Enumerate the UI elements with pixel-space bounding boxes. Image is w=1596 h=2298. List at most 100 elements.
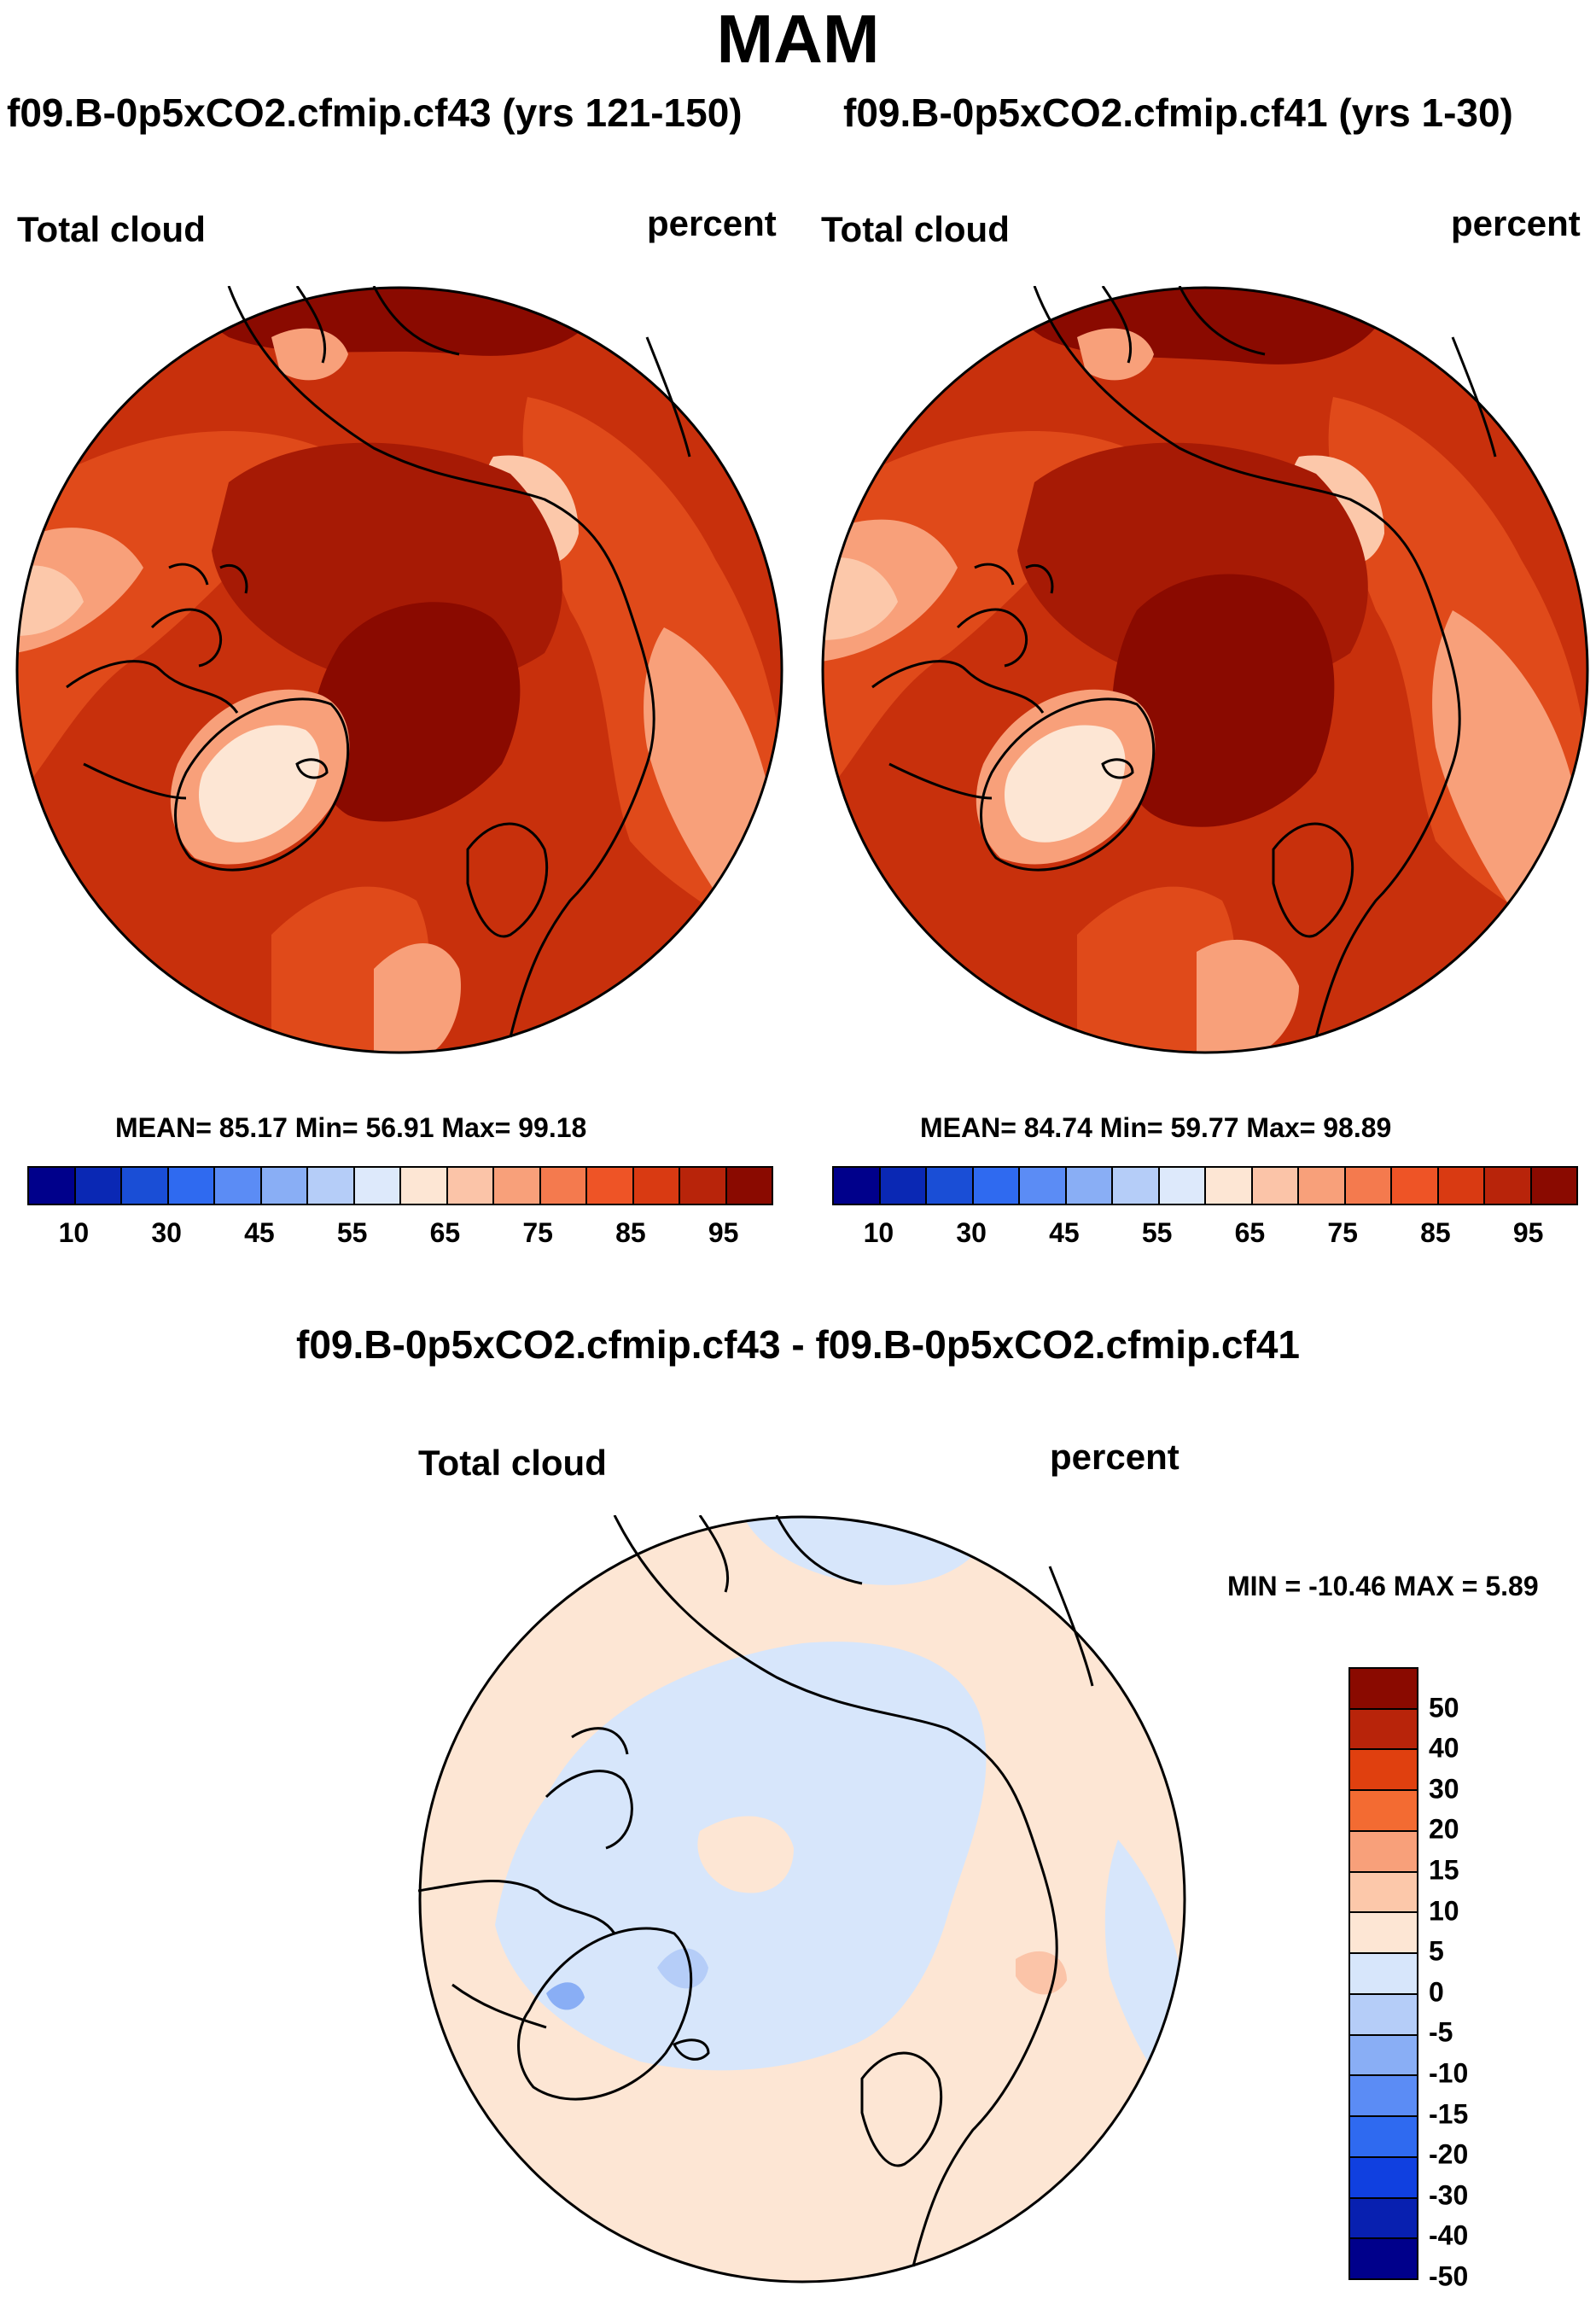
colorbar-tick-label: 10 [1429, 1895, 1459, 1927]
coastline-eurasia [1033, 286, 1461, 1038]
colorbar-box [1350, 1750, 1417, 1792]
colorbar-box [447, 1168, 494, 1204]
right-case-title: f09.B-0p5xCO2.cfmip.cf41 (yrs 1-30) [843, 90, 1513, 135]
colorbar-box [1392, 1168, 1439, 1204]
coastline-greenland [174, 697, 350, 872]
colorbar-tick-label: -40 [1429, 2219, 1469, 2251]
colorbar-box [1350, 2239, 1417, 2279]
colorbar-tick-label: -20 [1429, 2138, 1469, 2170]
colorbar-box [1350, 1954, 1417, 1995]
map-field-arctic-dark [312, 602, 521, 822]
colorbar-box [1113, 1168, 1160, 1204]
colorbar-tick-label: 0 [1429, 1976, 1444, 2008]
colorbar-box [1350, 2035, 1417, 2077]
season-title: MAM [716, 1, 880, 77]
coastline-iceland [1101, 758, 1134, 779]
colorbar-box [1531, 1168, 1576, 1204]
coastline-canada [66, 660, 239, 800]
colorbar-box [168, 1168, 215, 1204]
map-field-greenland-pale [1005, 725, 1126, 843]
colorbar-box [680, 1168, 727, 1204]
colorbar-tick-label: -30 [1429, 2179, 1469, 2211]
coastline-scandinavia [1272, 822, 1354, 938]
colorbar-tick-label: 40 [1429, 1732, 1459, 1764]
left-units-label: percent [647, 203, 777, 243]
colorbar-tick-label: 45 [1049, 1217, 1080, 1248]
right-units-label: percent [1451, 203, 1581, 243]
colorbar-tick-label: 55 [336, 1217, 368, 1248]
colorbar-box [354, 1168, 401, 1204]
colorbar-box [726, 1168, 772, 1204]
coastline-iceland [295, 758, 329, 779]
map-field-north-salmon [1077, 328, 1154, 381]
diff-title: f09.B-0p5xCO2.cfmip.cf43 - f09.B-0p5xCO2… [296, 1322, 1300, 1367]
colorbar-box [1350, 1709, 1417, 1751]
colorbar-box [540, 1168, 587, 1204]
colorbar-tick-label: 10 [863, 1217, 894, 1248]
map-field-south-salmon [374, 943, 461, 1053]
diff-field-red-north [478, 1611, 513, 1638]
colorbar-box [1485, 1168, 1532, 1204]
colorbar-box [880, 1168, 927, 1204]
colorbar-box [401, 1168, 448, 1204]
map-field-light-west [823, 557, 898, 640]
map-field-south-orange [1077, 886, 1235, 1053]
coastline-scandinavia [860, 2051, 943, 2167]
colorbar-tick-label: 55 [1141, 1217, 1173, 1248]
coastline-alaska [295, 286, 460, 364]
coastline-alaska [1101, 286, 1266, 364]
colorbar-box [75, 1168, 122, 1204]
colorbar-box [973, 1168, 1020, 1204]
right-stats: MEAN= 84.74 Min= 59.77 Max= 98.89 [920, 1112, 1392, 1143]
coastline-canada [418, 1880, 616, 2029]
right-colorbar [832, 1166, 1578, 1205]
diff-field-blue2-patch [657, 1948, 708, 1989]
coastline-greenland [517, 1927, 693, 2101]
colorbar-tick-label: 30 [151, 1217, 182, 1248]
colorbar-box [1350, 1872, 1417, 1914]
colorbar-tick-label: 75 [522, 1217, 553, 1248]
coastline-eurasia [227, 286, 655, 1038]
colorbar-box [215, 1168, 262, 1204]
colorbar-box [1350, 2198, 1417, 2240]
diff-field-pale-greenland [697, 1816, 794, 1893]
coastline-iceland [672, 2038, 710, 2061]
colorbar-box [1350, 1791, 1417, 1832]
colorbar-box [587, 1168, 634, 1204]
map-field-north-salmon [271, 328, 348, 381]
left-colorbar [27, 1166, 773, 1205]
colorbar-tick-label: 85 [615, 1217, 646, 1248]
colorbar-tick-label: 45 [244, 1217, 275, 1248]
colorbar-box [834, 1168, 881, 1204]
colorbar-tick-label: 65 [429, 1217, 461, 1248]
colorbar-box [1438, 1168, 1485, 1204]
colorbar-tick-label: 95 [1512, 1217, 1544, 1248]
left-polar-map [15, 286, 783, 1054]
colorbar-box [1159, 1168, 1206, 1204]
colorbar-tick-label: 85 [1420, 1217, 1451, 1248]
colorbar-box [261, 1168, 308, 1204]
colorbar-tick-label: 75 [1327, 1217, 1358, 1248]
coastline-alaska [698, 1515, 863, 1593]
colorbar-tick-label: 95 [708, 1217, 739, 1248]
coastline-archipelago [956, 563, 1054, 668]
colorbar-tick-label: -5 [1429, 2016, 1453, 2048]
colorbar-tick-label: 10 [58, 1217, 90, 1248]
colorbar-tick-label: -10 [1429, 2057, 1469, 2089]
colorbar-box [1350, 2076, 1417, 2118]
colorbar-box [1020, 1168, 1067, 1204]
colorbar-tick-label: 20 [1429, 1813, 1459, 1845]
diff-polar-map [418, 1515, 1186, 2283]
right-polar-map [821, 286, 1589, 1054]
diff-variable-label: Total cloud [418, 1443, 607, 1483]
colorbar-box [1350, 2117, 1417, 2158]
colorbar-box [1206, 1168, 1253, 1204]
colorbar-box [122, 1168, 169, 1204]
colorbar-tick-label: 65 [1234, 1217, 1266, 1248]
coastline-eurasia [613, 1515, 1058, 2267]
colorbar-tick-label: -50 [1429, 2260, 1469, 2292]
colorbar-tick-label: 5 [1429, 1935, 1444, 1967]
colorbar-tick-label: -15 [1429, 2098, 1469, 2130]
diff-colorbar [1348, 1667, 1418, 2280]
left-case-title: f09.B-0p5xCO2.cfmip.cf43 (yrs 121-150) [7, 90, 743, 135]
